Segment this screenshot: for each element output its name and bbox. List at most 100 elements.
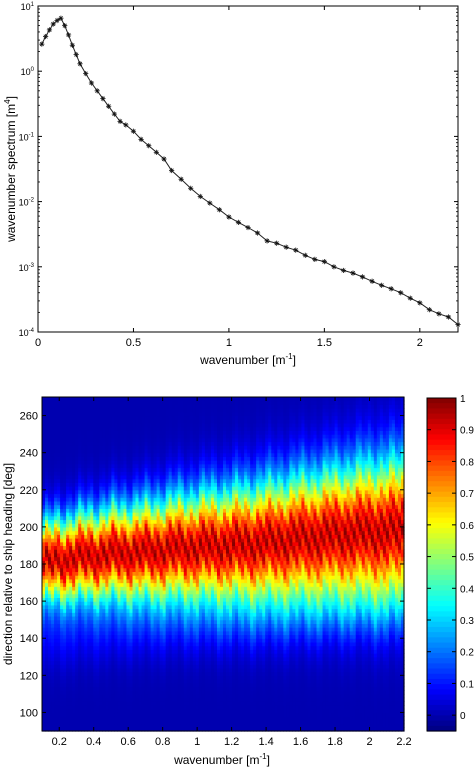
heatmap-cell <box>57 486 61 491</box>
heatmap-cell <box>105 523 109 528</box>
heatmap-cell <box>153 641 158 647</box>
heatmap-cell <box>120 515 125 521</box>
heatmap-cell <box>180 515 185 521</box>
heatmap-cell <box>69 578 73 584</box>
heatmap-cell <box>129 497 134 502</box>
heatmap-cell <box>81 630 85 636</box>
heatmap-cell <box>132 649 137 654</box>
heatmap-cell <box>180 471 185 476</box>
heatmap-cell <box>105 656 109 662</box>
heatmap-cell <box>177 460 182 465</box>
heatmap-cell <box>135 463 140 469</box>
heatmap-cell <box>57 467 61 472</box>
heatmap-cell <box>153 671 158 676</box>
heatmap-cell <box>174 567 179 573</box>
heatmap-cell <box>171 460 176 465</box>
heatmap-cell <box>168 523 173 528</box>
heatmap-cell <box>90 679 94 684</box>
heatmap-cell <box>174 653 179 658</box>
heatmap-cell <box>69 630 73 636</box>
heatmap-cell <box>159 426 164 431</box>
heatmap-cell <box>48 582 52 587</box>
heatmap-cell <box>153 422 158 428</box>
heatmap-cell <box>114 634 119 639</box>
heatmap-cell <box>174 397 179 402</box>
heatmap-cell <box>177 675 182 680</box>
heatmap-cell <box>54 727 58 732</box>
heatmap-cell <box>84 397 88 402</box>
heatmap-cell <box>96 508 100 513</box>
heatmap-cell <box>126 708 131 714</box>
heatmap-cell <box>189 578 194 584</box>
heatmap-cell <box>72 597 76 602</box>
heatmap-cell <box>75 571 79 576</box>
heatmap-cell <box>51 675 55 680</box>
heatmap-cell <box>66 567 70 573</box>
heatmap-cell <box>129 552 134 558</box>
heatmap-cell <box>147 404 152 409</box>
heatmap-cell <box>111 619 115 624</box>
heatmap-cell <box>132 619 137 624</box>
heatmap-cell <box>48 452 52 457</box>
heatmap-cell <box>144 486 149 491</box>
heatmap-cell <box>189 560 194 565</box>
heatmap-cell <box>168 441 173 446</box>
heatmap-cell <box>81 549 85 554</box>
heatmap-cell <box>159 604 164 610</box>
heatmap-cell <box>78 441 82 446</box>
heatmap-cell <box>84 612 88 617</box>
heatmap-cell <box>162 708 167 714</box>
heatmap-cell <box>111 664 115 669</box>
heatmap-cell <box>138 456 143 461</box>
heatmap-cell <box>123 404 128 409</box>
heatmap-cell <box>105 664 109 669</box>
heatmap-cell <box>93 541 97 547</box>
heatmap-cell <box>150 437 155 443</box>
heatmap-cell <box>129 471 134 476</box>
heatmap-cell <box>120 582 125 587</box>
heatmap-cell <box>87 541 91 547</box>
heatmap-cell <box>96 705 100 710</box>
heatmap-cell <box>162 623 167 628</box>
heatmap-cell <box>45 612 49 617</box>
heatmap-cell <box>126 497 131 502</box>
heatmap-cell <box>195 530 200 535</box>
heatmap-cell <box>114 686 119 691</box>
heatmap-cell <box>108 419 112 424</box>
heatmap-cell <box>72 478 76 483</box>
heatmap-cell <box>72 419 76 424</box>
heatmap-cell <box>117 701 122 706</box>
heatmap-cell <box>90 549 94 554</box>
spectrum-data-point <box>398 290 404 296</box>
heatmap-cell <box>66 482 70 487</box>
heatmap-cell <box>177 538 182 543</box>
heatmap-cell <box>177 612 182 617</box>
heatmap-cell <box>84 515 88 521</box>
heatmap-cell <box>111 564 115 569</box>
heatmap-cell <box>123 597 128 602</box>
heatmap-cell <box>150 463 155 469</box>
heatmap-cell <box>42 460 46 465</box>
heatmap-cell <box>90 478 94 483</box>
heatmap-cell <box>72 641 76 647</box>
heatmap-cell <box>117 523 122 528</box>
heatmap-cell <box>168 556 173 561</box>
heatmap-cell <box>75 422 79 428</box>
heatmap-cell <box>153 571 158 576</box>
heatmap-cell <box>84 500 88 506</box>
heatmap-cell <box>141 664 146 669</box>
heatmap-cell <box>75 456 79 461</box>
heatmap-cell <box>111 586 115 591</box>
heatmap-cell <box>102 519 106 524</box>
heatmap-cell <box>171 512 176 517</box>
heatmap-cell <box>192 679 197 684</box>
heatmap-cell <box>57 452 61 457</box>
heatmap-cell <box>174 675 179 680</box>
heatmap-cell <box>147 693 152 699</box>
heatmap-cell <box>198 645 203 650</box>
heatmap-cell <box>183 530 188 535</box>
heatmap-cell <box>153 437 158 443</box>
heatmap-cell <box>153 701 158 706</box>
heatmap-cell <box>63 615 67 621</box>
